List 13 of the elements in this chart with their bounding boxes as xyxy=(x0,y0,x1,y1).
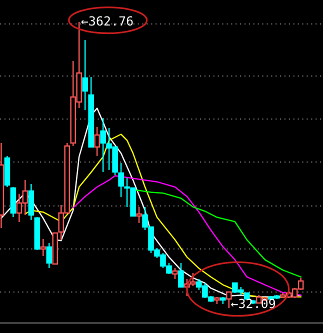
candlestick xyxy=(82,39,88,111)
candlestick xyxy=(178,262,184,288)
candlestick xyxy=(172,267,178,280)
candlestick xyxy=(46,242,52,269)
candlestick xyxy=(94,126,100,157)
candlestick xyxy=(226,291,232,309)
candlestick xyxy=(40,238,46,257)
candlestick xyxy=(118,162,124,198)
candlestick xyxy=(100,117,106,173)
annotation: ←362.76 xyxy=(81,16,133,26)
annotation: ←32.09 xyxy=(231,298,276,308)
candlestick xyxy=(136,206,142,224)
candlestick xyxy=(28,183,34,221)
